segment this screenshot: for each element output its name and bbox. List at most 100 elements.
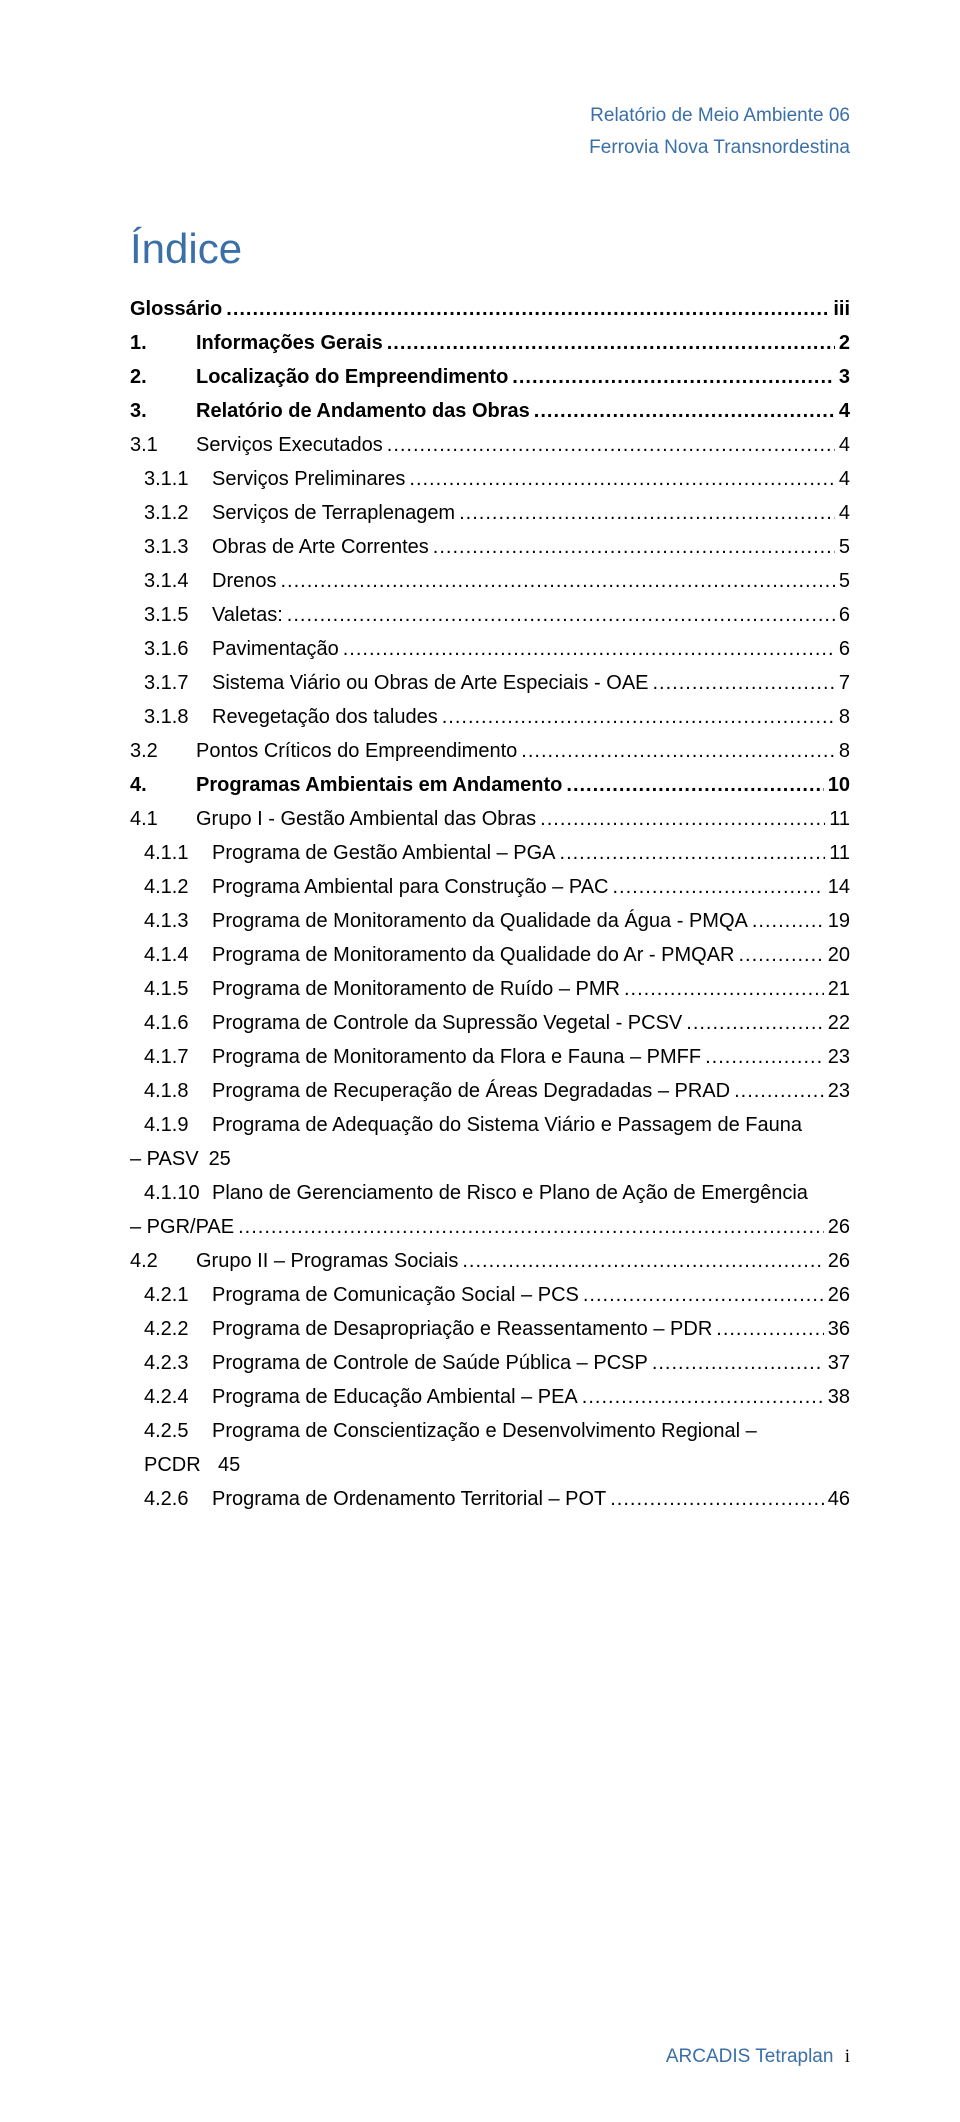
toc-leader xyxy=(405,469,834,489)
toc-number: 4.2.5 xyxy=(130,1421,212,1441)
toc-entry: 4.1.10Plano de Gerenciamento de Risco e … xyxy=(130,1183,850,1203)
toc-page: 37 xyxy=(824,1353,850,1373)
toc-label: Relatório de Andamento das Obras xyxy=(196,401,530,421)
toc-leader xyxy=(455,503,835,523)
toc-page: 38 xyxy=(824,1387,850,1407)
toc-label: Programa de Controle da Supressão Vegeta… xyxy=(212,1013,682,1033)
toc-label: Serviços de Terraplenagem xyxy=(212,503,455,523)
footer: ARCADIS Tetraplan i xyxy=(666,2046,850,2068)
toc-page: 22 xyxy=(824,1013,850,1033)
toc-leader xyxy=(508,367,835,387)
footer-page-number: i xyxy=(845,2046,850,2067)
toc-entry: 4.2.3Programa de Controle de Saúde Públi… xyxy=(130,1353,850,1373)
toc-entry: 3.1.7Sistema Viário ou Obras de Arte Esp… xyxy=(130,673,850,693)
toc-leader xyxy=(458,1251,823,1271)
toc-number: 4.2.3 xyxy=(130,1353,212,1373)
toc-leader xyxy=(730,1081,824,1101)
toc-entry: 3.1.6Pavimentação6 xyxy=(130,639,850,659)
toc-entry: 4.1.7Programa de Monitoramento da Flora … xyxy=(130,1047,850,1067)
toc-page: 4 xyxy=(835,469,850,489)
toc-entry: 4.1.1Programa de Gestão Ambiental – PGA … xyxy=(130,843,850,863)
toc-number: 3.1 xyxy=(130,435,196,455)
toc-page: 5 xyxy=(835,537,850,557)
toc-label: Programa de Ordenamento Territorial – PO… xyxy=(212,1489,606,1509)
toc-page: 21 xyxy=(824,979,850,999)
toc-number: 3.1.4 xyxy=(130,571,212,591)
toc-page: 14 xyxy=(824,877,850,897)
toc-leader xyxy=(234,1217,824,1237)
toc-entry: 4.1Grupo I - Gestão Ambiental das Obras … xyxy=(130,809,850,829)
toc-leader xyxy=(712,1319,823,1339)
toc-entry: 1.Informações Gerais2 xyxy=(130,333,850,353)
toc-page: 8 xyxy=(835,741,850,761)
toc-entry: 4.2.4Programa de Educação Ambiental – PE… xyxy=(130,1387,850,1407)
toc-leader xyxy=(578,1387,824,1407)
toc-label: Drenos xyxy=(212,571,276,591)
index-title: Índice xyxy=(130,225,850,273)
toc-leader xyxy=(748,911,824,931)
toc-label: Programa de Adequação do Sistema Viário … xyxy=(212,1115,802,1135)
toc-entry: 4.2.6Programa de Ordenamento Territorial… xyxy=(130,1489,850,1509)
toc-leader xyxy=(283,605,835,625)
toc-cont-prefix: – PGR/PAE xyxy=(130,1217,234,1237)
toc-label: Plano de Gerenciamento de Risco e Plano … xyxy=(212,1183,808,1203)
toc-leader xyxy=(339,639,835,659)
toc-label: Programa de Comunicação Social – PCS xyxy=(212,1285,579,1305)
toc-number: 4.2.6 xyxy=(130,1489,212,1509)
toc-number: 4.1.5 xyxy=(130,979,212,999)
toc-page: 19 xyxy=(824,911,850,931)
toc-number: 3.1.2 xyxy=(130,503,212,523)
toc-leader xyxy=(734,945,823,965)
toc-label: Pavimentação xyxy=(212,639,339,659)
toc-entry: 4.1.8Programa de Recuperação de Áreas De… xyxy=(130,1081,850,1101)
toc-leader xyxy=(429,537,835,557)
toc-label: Valetas: xyxy=(212,605,283,625)
toc-label: Informações Gerais xyxy=(196,333,383,353)
toc-number: 4.2.2 xyxy=(130,1319,212,1339)
toc-label: Grupo II – Programas Sociais xyxy=(196,1251,458,1271)
toc-entry: 4.1.5Programa de Monitoramento de Ruído … xyxy=(130,979,850,999)
toc-leader xyxy=(579,1285,824,1305)
toc-entry: 4.2.5Programa de Conscientização e Desen… xyxy=(130,1421,850,1441)
toc-leader xyxy=(562,775,823,795)
toc-number: 2. xyxy=(130,367,196,387)
toc-page: 26 xyxy=(824,1217,850,1237)
toc-leader xyxy=(620,979,824,999)
toc-page: 8 xyxy=(835,707,850,727)
toc-number: 4.2.1 xyxy=(130,1285,212,1305)
toc-label: Revegetação dos taludes xyxy=(212,707,438,727)
toc-page: 20 xyxy=(824,945,850,965)
toc-leader xyxy=(556,843,826,863)
toc-entry: 3.1.3Obras de Arte Correntes5 xyxy=(130,537,850,557)
toc-label: Serviços Executados xyxy=(196,435,383,455)
toc-leader xyxy=(276,571,834,591)
toc-page: 36 xyxy=(824,1319,850,1339)
toc-label: Localização do Empreendimento xyxy=(196,367,508,387)
toc-entry: 4.1.6Programa de Controle da Supressão V… xyxy=(130,1013,850,1033)
toc-entry: 4.1.9Programa de Adequação do Sistema Vi… xyxy=(130,1115,850,1135)
toc-leader xyxy=(649,673,835,693)
toc-page: 10 xyxy=(824,775,850,795)
toc-entry: 4.2Grupo II – Programas Sociais 26 xyxy=(130,1251,850,1271)
toc-label: Programa de Monitoramento de Ruído – PMR xyxy=(212,979,620,999)
toc-leader xyxy=(517,741,835,761)
toc-number: 4.1.3 xyxy=(130,911,212,931)
toc-entry: 3.1.2Serviços de Terraplenagem4 xyxy=(130,503,850,523)
toc-page: 11 xyxy=(825,843,850,863)
toc-label: Programa de Conscientização e Desenvolvi… xyxy=(212,1421,757,1441)
toc-label: Programas Ambientais em Andamento xyxy=(196,775,562,795)
toc-number: 3.1.5 xyxy=(130,605,212,625)
toc-cont-prefix: – PASV xyxy=(130,1149,199,1169)
toc-page: 3 xyxy=(835,367,850,387)
toc-entry: 3.Relatório de Andamento das Obras4 xyxy=(130,401,850,421)
toc-number: 3.1.3 xyxy=(130,537,212,557)
toc-page: 11 xyxy=(825,809,850,829)
toc-label: Programa de Desapropriação e Reassentame… xyxy=(212,1319,712,1339)
page: Relatório de Meio Ambiente 06 Ferrovia N… xyxy=(0,0,960,1583)
toc-page: 2 xyxy=(835,333,850,353)
toc-cont-suffix: 25 xyxy=(199,1149,231,1169)
toc-number: 4.1.7 xyxy=(130,1047,212,1067)
toc-entry: Glossárioiii xyxy=(130,299,850,319)
toc-page: 26 xyxy=(824,1251,850,1271)
toc-number: 4.1.8 xyxy=(130,1081,212,1101)
